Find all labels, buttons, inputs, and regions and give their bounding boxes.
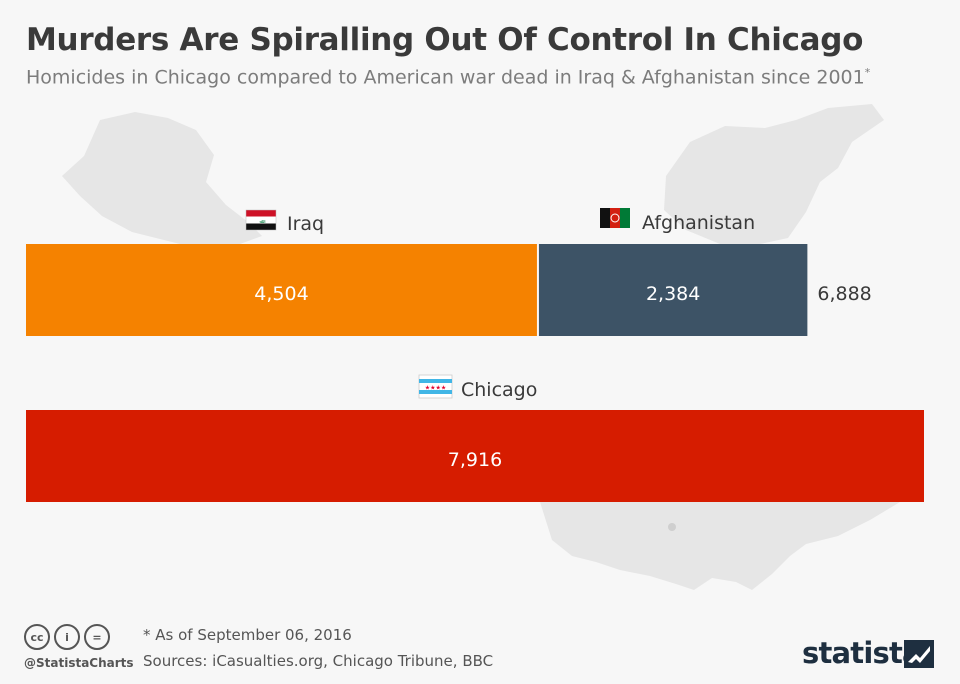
footnote-marker: *	[864, 66, 871, 79]
bar-chicago	[26, 410, 924, 502]
legend-label-iraq: Iraq	[287, 213, 324, 235]
chart-subtitle: Homicides in Chicago compared to America…	[26, 66, 870, 88]
iraq-flag-icon: ﷲ	[245, 209, 277, 231]
afghanistan-map-silhouette	[664, 104, 884, 244]
statista-logo-icon	[904, 640, 934, 668]
afghanistan-flag-icon	[600, 208, 630, 228]
statista-logo-text[interactable]: statista	[802, 636, 922, 670]
total-value-label: 6,888	[817, 283, 871, 305]
iraq-map-silhouette	[62, 112, 262, 244]
license-icons: cc i =	[24, 624, 110, 650]
bar-iraq	[26, 244, 537, 336]
bar-value-label-iraq: 4,504	[254, 283, 308, 305]
bar-value-label-chicago: 7,916	[448, 449, 502, 471]
legend-label-afghanistan: Afghanistan	[642, 212, 755, 234]
chicago-flag-icon: ★★★★	[418, 374, 453, 399]
bar-afghanistan	[538, 244, 808, 336]
legend-label-chicago: Chicago	[461, 379, 537, 401]
twitter-handle: @StatistaCharts	[24, 656, 134, 670]
usa-map-silhouette	[540, 502, 900, 590]
chicago-map-marker	[668, 523, 676, 531]
chart-subtitle-text: Homicides in Chicago compared to America…	[26, 66, 865, 89]
attribution-icon: i	[54, 624, 80, 650]
chart-title: Murders Are Spiralling Out Of Control In…	[26, 22, 864, 58]
svg-text:★★★★: ★★★★	[425, 385, 447, 392]
no-derivatives-icon: =	[84, 624, 110, 650]
creative-commons-icon: cc	[24, 624, 50, 650]
sources: Sources: iCasualties.org, Chicago Tribun…	[143, 652, 494, 670]
bar-value-label-afghanistan: 2,384	[646, 283, 700, 305]
footnote: * As of September 06, 2016	[143, 626, 352, 644]
